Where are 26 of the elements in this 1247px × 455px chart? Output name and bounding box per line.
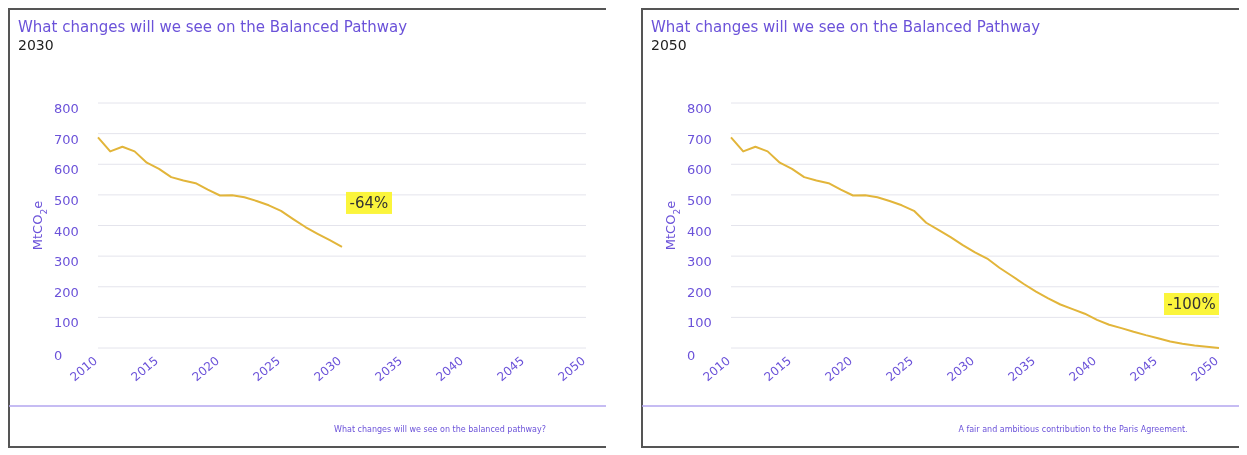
y-tick-label: 100 <box>687 315 712 331</box>
chart-title: What changes will we see on the Balanced Pathway <box>18 18 408 36</box>
chart-subtitle: 2050 <box>651 37 687 53</box>
annotation: -100% <box>1167 295 1216 313</box>
y-tick-label: 800 <box>687 101 712 116</box>
y-tick-label: 700 <box>54 131 79 147</box>
y-tick-label: 500 <box>687 192 712 208</box>
y-tick-label: 0 <box>687 348 696 363</box>
y-tick-label: 300 <box>687 254 712 270</box>
y-tick-label: 400 <box>54 223 79 239</box>
chart-subtitle: 2030 <box>18 37 54 53</box>
y-tick-label: 200 <box>687 284 712 300</box>
y-tick-label: 700 <box>687 131 712 147</box>
y-tick-label: 0 <box>54 348 63 363</box>
text: A fair and ambitious contribution to the Paris Agreement. <box>958 425 1188 434</box>
y-tick-label: 800 <box>54 101 79 116</box>
y-tick-label: 300 <box>54 254 79 270</box>
y-tick-label: 400 <box>687 223 712 239</box>
annotation: -64% <box>349 193 389 212</box>
y-tick-label: 500 <box>54 192 79 208</box>
y-tick-label: 600 <box>687 162 712 178</box>
y-tick-label: 200 <box>54 284 79 300</box>
y-tick-label: 100 <box>54 315 79 331</box>
text: What changes will we see on the balanced pathway? <box>334 425 546 434</box>
chart-title: What changes will we see on the Balanced Pathway <box>651 18 1041 36</box>
y-tick-label: 600 <box>54 162 79 178</box>
